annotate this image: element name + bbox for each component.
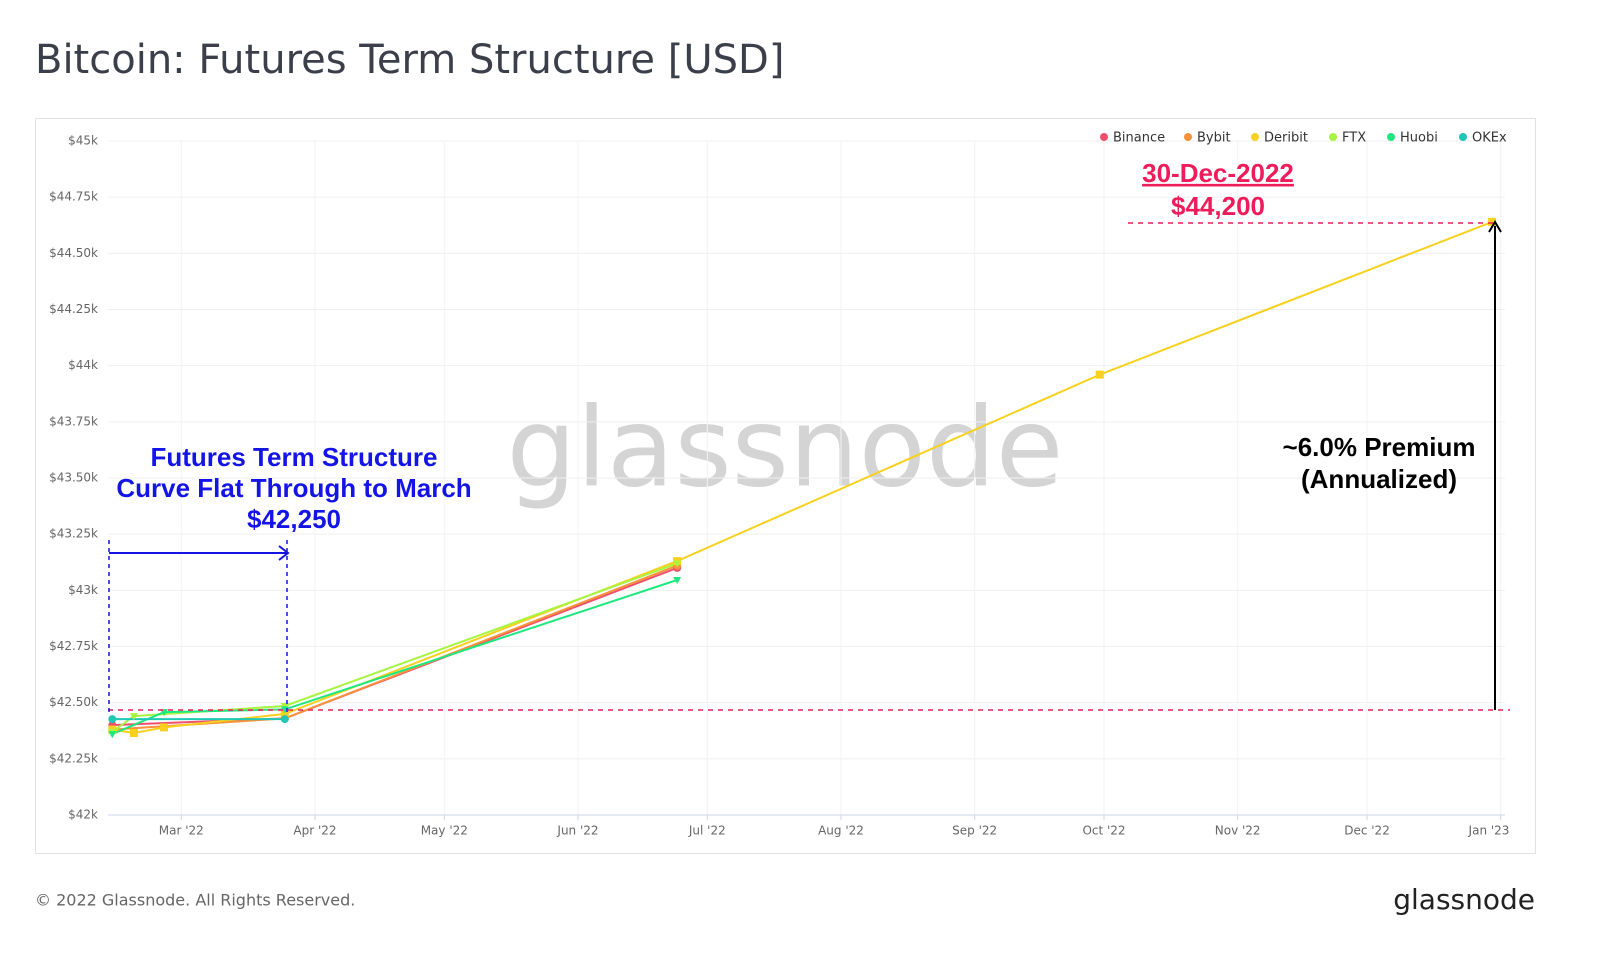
point: [160, 709, 169, 717]
x-tick-label: Nov '22: [1215, 824, 1261, 838]
y-tick-label: $42.25k: [49, 751, 98, 765]
legend-swatch: [1100, 133, 1108, 141]
point: [1095, 370, 1104, 379]
y-tick-label: $42k: [68, 808, 98, 822]
y-tick-label: $44.75k: [49, 190, 98, 204]
chart-frame: [35, 118, 1536, 854]
x-tick-label: Jan '23: [1468, 824, 1510, 838]
x-tick-label: Jul '22: [688, 824, 726, 838]
footer: © 2022 Glassnode. All Rights Reserved.: [35, 891, 355, 910]
y-tick-label: $42.50k: [49, 695, 98, 709]
premium-arrowhead: [1488, 220, 1502, 233]
legend-label: Huobi: [1400, 131, 1438, 146]
y-tick-label: $42.75k: [49, 639, 98, 653]
flat-arrowhead: [278, 545, 290, 561]
legend-swatch: [1387, 133, 1395, 141]
point: [160, 723, 169, 732]
x-tick-label: Aug '22: [818, 824, 864, 838]
plot: $42k $42.25k $42.50k $42.75k $43k $43.25k $43.…: [49, 131, 1509, 838]
legend-label: OKEx: [1472, 131, 1507, 146]
annotation: (Annualized): [1301, 464, 1457, 494]
y-tick-label: $44.50k: [49, 246, 98, 260]
legend-label: Bybit: [1197, 131, 1231, 146]
point: [108, 731, 117, 739]
x-tick-label: May '22: [421, 824, 468, 838]
annotation: Futures Term Structure: [150, 442, 437, 472]
watermark: glassnode: [507, 383, 1064, 511]
annotation: ~6.0% Premium: [1283, 432, 1476, 462]
point: [673, 560, 682, 568]
page-title: Bitcoin: Futures Term Structure [USD]: [35, 37, 784, 83]
y-tick-label: $43.25k: [49, 527, 98, 541]
point: [129, 713, 138, 721]
y-tick-label: $44.25k: [49, 302, 98, 316]
point: [673, 576, 682, 584]
y-tick-label: $44k: [68, 358, 98, 372]
legend-swatch: [1329, 133, 1337, 141]
x-tick-label: Dec '22: [1344, 824, 1390, 838]
x-tick-label: Apr '22: [293, 824, 336, 838]
x-tick-label: Mar '22: [159, 824, 204, 838]
y-tick-label: $45k: [68, 134, 98, 148]
y-tick-label: $43k: [68, 583, 98, 597]
x-tick-label: Sep '22: [952, 824, 997, 838]
y-tick-label: $43.75k: [49, 414, 98, 428]
annotation: $44,200: [1171, 191, 1265, 221]
series-line: [111, 579, 678, 736]
legend-swatch: [1251, 133, 1259, 141]
point: [108, 715, 117, 724]
annotation: 30-Dec-2022: [1142, 158, 1294, 188]
y-tick-label: $43.50k: [49, 471, 98, 485]
point: [280, 709, 289, 718]
legend-label: FTX: [1342, 131, 1366, 146]
x-tick-label: Oct '22: [1082, 824, 1125, 838]
point: [129, 728, 138, 737]
x-tick-label: Jun '22: [556, 824, 598, 838]
point: [1488, 217, 1497, 226]
logo: glassnode: [1393, 883, 1535, 916]
point: [280, 715, 289, 724]
legend-swatch: [1184, 133, 1192, 141]
legend-label: Deribit: [1264, 131, 1308, 146]
annotation: Curve Flat Through to March: [116, 473, 471, 503]
legend-label: Binance: [1113, 131, 1165, 146]
legend-swatch: [1459, 133, 1467, 141]
annotation: $42,250: [247, 504, 341, 534]
